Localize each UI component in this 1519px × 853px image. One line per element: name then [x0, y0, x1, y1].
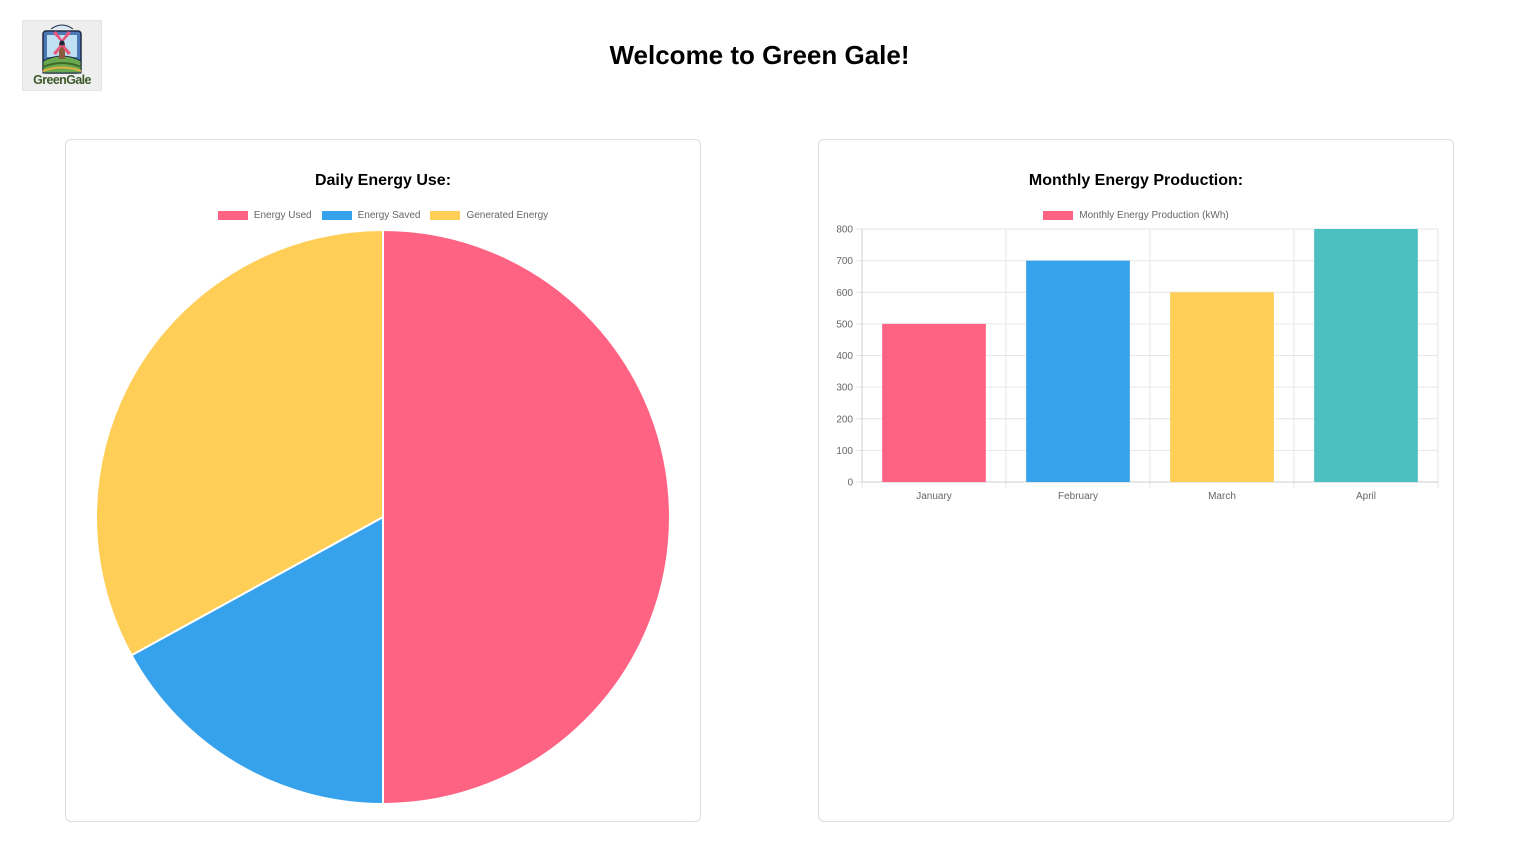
y-tick-label: 0 — [847, 478, 853, 489]
y-tick-label: 500 — [836, 319, 853, 330]
pie-slice-generated-energy[interactable] — [95, 228, 384, 657]
bar-legend: Monthly Energy Production (kWh) — [819, 210, 1453, 221]
windmill-icon — [42, 24, 82, 74]
pie-chart — [95, 228, 671, 806]
page-title: Welcome to Green Gale! — [609, 40, 910, 70]
legend-swatch — [1043, 211, 1074, 220]
y-tick-label: 100 — [836, 446, 853, 457]
legend-label: Generated Energy — [466, 210, 549, 221]
monthly-production-card: Monthly Energy Production: Monthly Energ… — [818, 139, 1454, 822]
pie-legend: Energy Used Energy Saved Generated Energ… — [66, 210, 700, 221]
bar-april[interactable] — [1314, 229, 1418, 482]
legend-item-energy-saved[interactable]: Energy Saved — [321, 210, 421, 221]
bar-january[interactable] — [882, 323, 986, 482]
legend-label: Energy Used — [253, 210, 312, 221]
logo-text: GreenGale — [33, 73, 91, 87]
legend-label: Energy Saved — [357, 210, 421, 221]
daily-energy-card: Daily Energy Use: Energy Used Energy Sav… — [65, 139, 701, 822]
bar-march[interactable] — [1170, 292, 1274, 482]
x-tick-label: January — [916, 491, 952, 502]
legend-label: Monthly Energy Production (kWh) — [1079, 210, 1229, 221]
y-tick-label: 300 — [836, 383, 853, 394]
legend-swatch — [321, 211, 352, 220]
x-tick-label: April — [1356, 491, 1376, 502]
bar-february[interactable] — [1026, 260, 1130, 482]
bar-chart-title: Monthly Energy Production: — [1028, 172, 1244, 189]
x-tick-label: February — [1058, 491, 1098, 502]
y-tick-label: 700 — [836, 256, 853, 267]
y-tick-label: 400 — [836, 351, 853, 362]
legend-swatch — [430, 211, 461, 220]
x-tick-label: March — [1208, 491, 1236, 502]
legend-swatch — [217, 211, 248, 220]
pie-slice-energy-used[interactable] — [382, 228, 671, 806]
greengale-logo[interactable]: GreenGale — [22, 20, 102, 91]
bar-chart: 0 100 200 300 400 500 600 700 800 January February… — [836, 225, 1439, 502]
y-tick-label: 200 — [836, 414, 853, 425]
pie-chart-title: Daily Energy Use: — [314, 172, 452, 189]
legend-item-generated-energy[interactable]: Generated Energy — [430, 210, 548, 221]
y-tick-label: 800 — [836, 225, 853, 236]
legend-item-monthly-production[interactable]: Monthly Energy Production (kWh) — [1043, 210, 1229, 221]
y-tick-label: 600 — [836, 288, 853, 299]
legend-item-energy-used[interactable]: Energy Used — [217, 210, 312, 221]
pie-slice-energy-saved[interactable] — [130, 515, 384, 806]
